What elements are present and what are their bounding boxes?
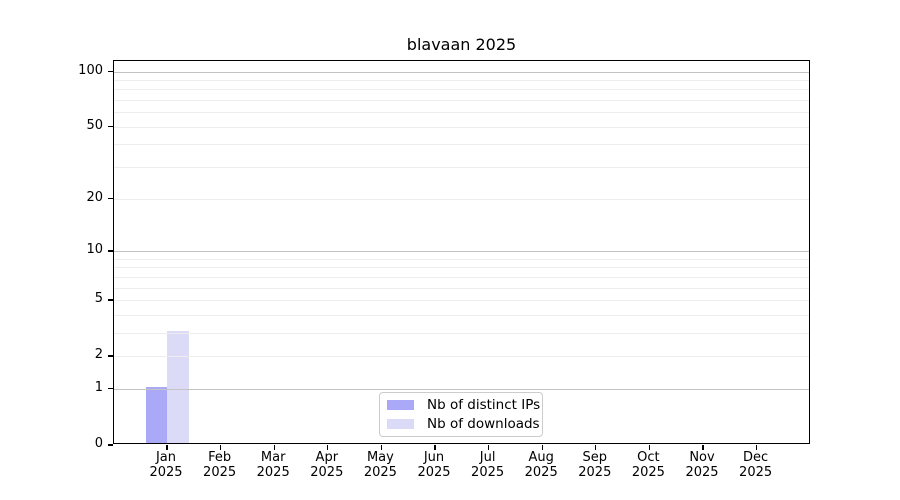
month-label: May (366, 450, 394, 465)
plot-area (107, 60, 810, 450)
y-axis-tick (107, 70, 113, 73)
x-tick-label: Oct 2025 (613, 450, 683, 480)
month-label: Apr (315, 450, 339, 465)
x-tick-label: Mar 2025 (238, 450, 308, 480)
y-axis-tick (107, 388, 113, 390)
y-tick-label: 2 (94, 347, 103, 363)
major-gridline (114, 388, 809, 390)
y-axis-tick (107, 126, 113, 128)
minor-gridline (114, 167, 809, 169)
x-tick-label: Dec 2025 (721, 450, 791, 480)
year-label: 2025 (149, 465, 183, 480)
minor-gridline (114, 258, 809, 260)
x-tick-label: Jun 2025 (399, 450, 469, 480)
minor-gridline (114, 356, 809, 358)
y-tick-label: 20 (86, 189, 103, 205)
year-label: 2025 (685, 465, 719, 480)
month-label: Sep (582, 450, 608, 465)
x-tick-label: Apr 2025 (292, 450, 362, 480)
minor-gridline (114, 267, 809, 269)
month-label: Jul (479, 450, 496, 465)
minor-gridline (114, 100, 809, 102)
minor-gridline (114, 299, 809, 301)
x-axis-tick (273, 444, 275, 450)
minor-gridline (114, 198, 809, 200)
minor-gridline (114, 89, 809, 91)
chart-title: blavaan 2025 (406, 35, 517, 54)
minor-gridline (114, 144, 809, 146)
legend-item: Nb of downloads (387, 416, 542, 432)
y-axis-tick (107, 444, 113, 446)
x-axis-tick (648, 444, 650, 450)
bar-nb-of-distinct-ips (145, 386, 167, 443)
x-axis-tick (756, 444, 758, 450)
x-axis-tick (434, 444, 436, 450)
legend-label: Nb of distinct IPs (427, 397, 541, 413)
year-label: 2025 (203, 465, 237, 480)
year-label: 2025 (417, 465, 451, 480)
major-gridline (114, 250, 809, 252)
legend-label: Nb of downloads (427, 416, 540, 432)
year-label: 2025 (471, 465, 505, 480)
y-tick-label: 1 (94, 379, 103, 395)
minor-gridline (114, 79, 809, 81)
minor-gridline (114, 332, 809, 334)
x-axis-tick (595, 444, 597, 450)
legend-swatch-downloads (387, 419, 414, 429)
legend-item: Nb of distinct IPs (387, 397, 542, 413)
month-label: Mar (260, 450, 286, 465)
x-axis-tick (541, 444, 543, 450)
minor-gridline (114, 287, 809, 289)
month-label: Nov (689, 450, 715, 465)
year-label: 2025 (631, 465, 665, 480)
x-tick-label: Jan 2025 (131, 450, 201, 480)
x-tick-label: Nov 2025 (667, 450, 737, 480)
x-axis-tick (380, 444, 382, 450)
y-axis-tick (107, 299, 113, 301)
y-tick-label: 50 (86, 117, 103, 133)
x-axis-tick (166, 444, 168, 450)
month-label: Jan (155, 450, 177, 465)
month-label: Jun (423, 450, 445, 465)
month-label: Aug (528, 450, 554, 465)
bar-nb-of-downloads (167, 330, 189, 443)
legend-swatch-distinct-ips (387, 400, 414, 410)
year-label: 2025 (363, 465, 397, 480)
legend: Nb of distinct IPs Nb of downloads (379, 392, 543, 437)
y-axis-tick (107, 198, 113, 200)
minor-gridline (114, 314, 809, 316)
month-label: Feb (208, 450, 232, 465)
y-axis-tick (107, 250, 113, 252)
y-tick-label: 10 (86, 241, 103, 257)
minor-gridline (114, 112, 809, 114)
y-tick-label: 100 (78, 62, 103, 78)
month-label: Oct (637, 450, 660, 465)
x-tick-label: May 2025 (345, 450, 415, 480)
year-label: 2025 (256, 465, 290, 480)
x-axis-tick (327, 444, 329, 450)
year-label: 2025 (739, 465, 773, 480)
x-tick-label: Jul 2025 (453, 450, 523, 480)
minor-gridline (114, 126, 809, 128)
y-axis-tick (107, 355, 113, 357)
x-tick-label: Aug 2025 (506, 450, 576, 480)
x-axis-tick (220, 444, 222, 450)
minor-gridline (114, 276, 809, 278)
x-axis-tick (488, 444, 490, 450)
month-label: Dec (743, 450, 769, 465)
y-tick-label: 5 (94, 290, 103, 306)
x-tick-label: Sep 2025 (560, 450, 630, 480)
year-label: 2025 (578, 465, 612, 480)
y-tick-label: 0 (94, 436, 103, 451)
x-axis-tick (702, 444, 704, 450)
major-gridline (114, 71, 809, 73)
year-label: 2025 (310, 465, 344, 480)
x-tick-label: Feb 2025 (185, 450, 255, 480)
year-label: 2025 (524, 465, 558, 480)
